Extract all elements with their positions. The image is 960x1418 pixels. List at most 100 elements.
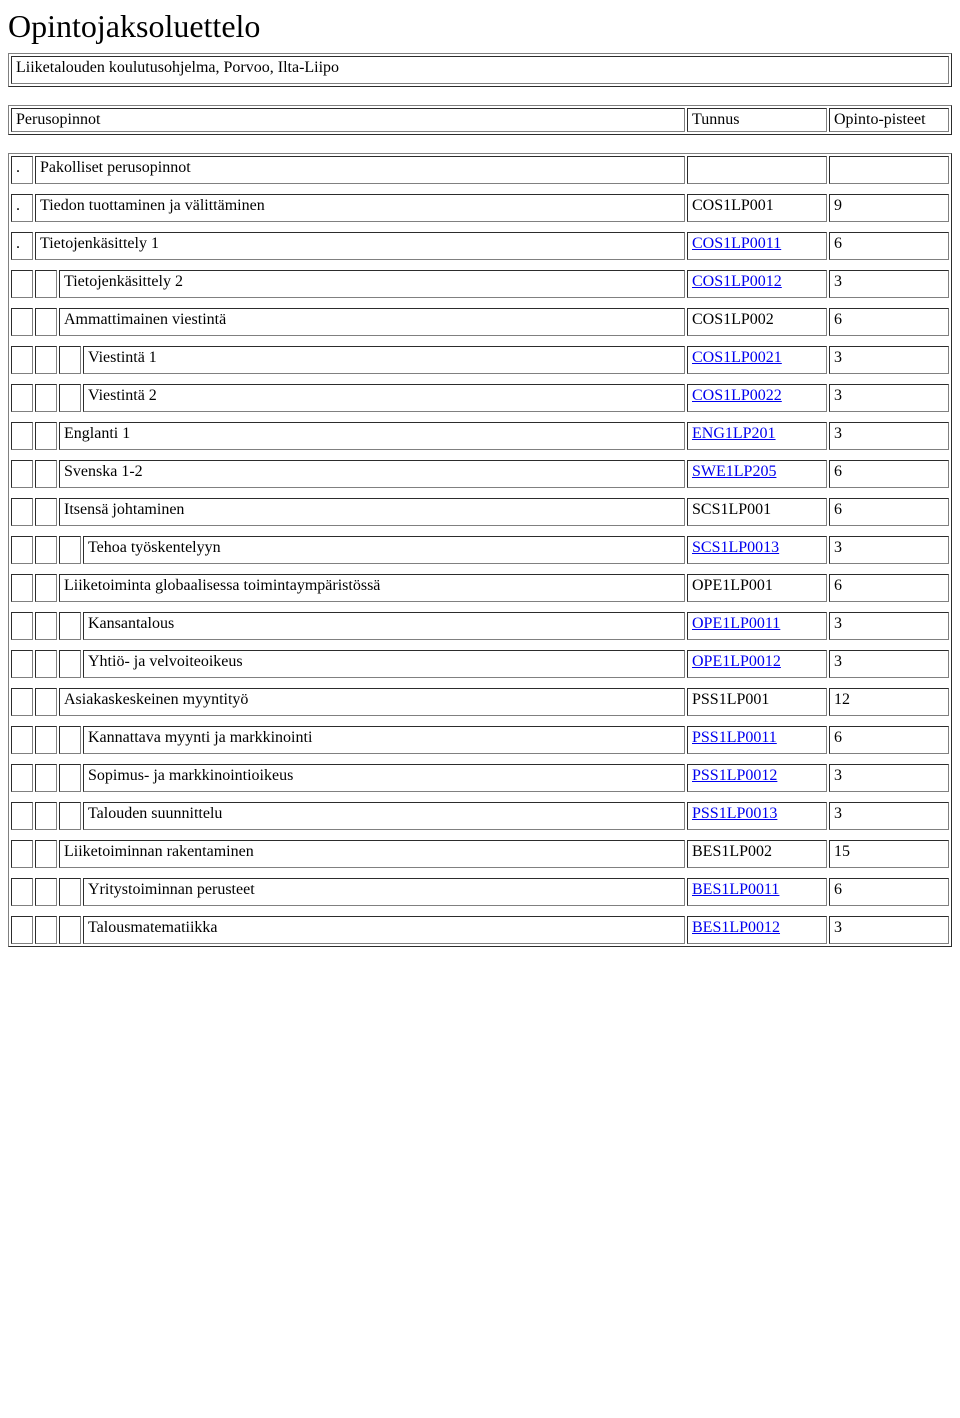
header-col1: Perusopinnot <box>11 108 685 132</box>
table-row: Itsensä johtaminenSCS1LP0016 <box>11 498 949 526</box>
table-row: Liiketoiminta globaalisessa toimintaympä… <box>11 574 949 602</box>
dot-cell <box>11 612 33 640</box>
course-label: Asiakaskeskeinen myyntityö <box>59 688 685 716</box>
dot-cell <box>11 270 33 298</box>
course-points: 6 <box>829 878 949 906</box>
course-code-link[interactable]: BES1LP0012 <box>692 919 780 936</box>
course-code: PSS1LP0012 <box>687 764 827 792</box>
course-label: Talousmatematiikka <box>83 916 685 944</box>
indent-cell <box>35 498 57 526</box>
course-code-link[interactable]: SWE1LP205 <box>692 463 776 480</box>
dot-cell <box>11 346 33 374</box>
dot-cell <box>11 308 33 336</box>
indent-cell <box>35 422 57 450</box>
course-points: 6 <box>829 726 949 754</box>
course-label: Tietojenkäsittely 1 <box>35 232 685 260</box>
dot-cell <box>11 460 33 488</box>
course-code-link[interactable]: COS1LP0011 <box>692 235 781 252</box>
course-code-link[interactable]: OPE1LP0011 <box>692 615 780 632</box>
indent-cell <box>35 612 57 640</box>
course-code-link[interactable]: OPE1LP0012 <box>692 653 781 670</box>
indent-cell <box>35 916 57 944</box>
course-label: Sopimus- ja markkinointioikeus <box>83 764 685 792</box>
course-points: 12 <box>829 688 949 716</box>
course-code: BES1LP0011 <box>687 878 827 906</box>
course-code: PSS1LP0013 <box>687 802 827 830</box>
table-row: Svenska 1-2SWE1LP2056 <box>11 460 949 488</box>
dot-cell <box>11 574 33 602</box>
course-code: COS1LP0012 <box>687 270 827 298</box>
course-points: 3 <box>829 536 949 564</box>
course-code-link[interactable]: COS1LP0021 <box>692 349 782 366</box>
indent-cell <box>59 612 81 640</box>
course-label: Yritystoiminnan perusteet <box>83 878 685 906</box>
indent-cell <box>59 536 81 564</box>
indent-cell <box>59 802 81 830</box>
header-col2: Tunnus <box>687 108 827 132</box>
course-label: Yhtiö- ja velvoiteoikeus <box>83 650 685 678</box>
course-label: Svenska 1-2 <box>59 460 685 488</box>
course-code: BES1LP002 <box>687 840 827 868</box>
indent-cell <box>35 384 57 412</box>
table-row: Yritystoiminnan perusteet BES1LP0011 6 <box>11 878 949 906</box>
dot-cell <box>11 764 33 792</box>
indent-cell <box>35 840 57 868</box>
course-code-link[interactable]: ENG1LP201 <box>692 425 776 442</box>
table-row: Talouden suunnitteluPSS1LP00133 <box>11 802 949 830</box>
indent-cell <box>35 650 57 678</box>
dot-cell: . <box>11 232 33 260</box>
course-code: SWE1LP205 <box>687 460 827 488</box>
indent-cell <box>59 384 81 412</box>
course-points: 3 <box>829 650 949 678</box>
course-label: Liiketoiminnan rakentaminen <box>59 840 685 868</box>
indent-cell <box>59 878 81 906</box>
course-code-link[interactable]: PSS1LP0011 <box>692 729 777 746</box>
table-row: .Pakolliset perusopinnot <box>11 156 949 184</box>
dot-cell <box>11 536 33 564</box>
course-points: 3 <box>829 346 949 374</box>
course-points: 3 <box>829 270 949 298</box>
course-code: COS1LP0011 <box>687 232 827 260</box>
indent-cell <box>59 726 81 754</box>
course-table: .Pakolliset perusopinnot.Tiedon tuottami… <box>8 153 952 947</box>
course-code-link[interactable]: PSS1LP0012 <box>692 767 777 784</box>
course-code: COS1LP0021 <box>687 346 827 374</box>
course-label: Kannattava myynti ja markkinointi <box>83 726 685 754</box>
indent-cell <box>35 764 57 792</box>
course-code: COS1LP002 <box>687 308 827 336</box>
table-row: Liiketoiminnan rakentaminenBES1LP00215 <box>11 840 949 868</box>
course-label: Talouden suunnittelu <box>83 802 685 830</box>
course-code: COS1LP001 <box>687 194 827 222</box>
indent-cell <box>35 878 57 906</box>
course-code-link[interactable]: BES1LP0011 <box>692 881 779 898</box>
indent-cell <box>35 574 57 602</box>
course-code-link[interactable]: COS1LP0012 <box>692 273 782 290</box>
header-table: Perusopinnot Tunnus Opinto-pisteet <box>8 105 952 135</box>
course-code: OPE1LP0011 <box>687 612 827 640</box>
dot-cell <box>11 840 33 868</box>
course-points: 15 <box>829 840 949 868</box>
course-code: BES1LP0012 <box>687 916 827 944</box>
dot-cell <box>11 726 33 754</box>
indent-cell <box>35 270 57 298</box>
dot-cell <box>11 916 33 944</box>
course-points: 9 <box>829 194 949 222</box>
page-title: Opintojaksoluettelo <box>8 8 952 45</box>
indent-cell <box>35 346 57 374</box>
indent-cell <box>59 346 81 374</box>
dot-cell: . <box>11 194 33 222</box>
dot-cell <box>11 498 33 526</box>
dot-cell <box>11 878 33 906</box>
dot-cell <box>11 422 33 450</box>
course-label: Viestintä 2 <box>83 384 685 412</box>
course-code-link[interactable]: PSS1LP0013 <box>692 805 777 822</box>
table-row: .Tietojenkäsittely 1COS1LP00116 <box>11 232 949 260</box>
course-code-link[interactable]: SCS1LP0013 <box>692 539 779 556</box>
table-row: Asiakaskeskeinen myyntityöPSS1LP00112 <box>11 688 949 716</box>
course-code: ENG1LP201 <box>687 422 827 450</box>
course-code-link[interactable]: COS1LP0022 <box>692 387 782 404</box>
course-points: 3 <box>829 384 949 412</box>
course-code: OPE1LP001 <box>687 574 827 602</box>
dot-cell <box>11 688 33 716</box>
table-row: Tietojenkäsittely 2COS1LP00123 <box>11 270 949 298</box>
